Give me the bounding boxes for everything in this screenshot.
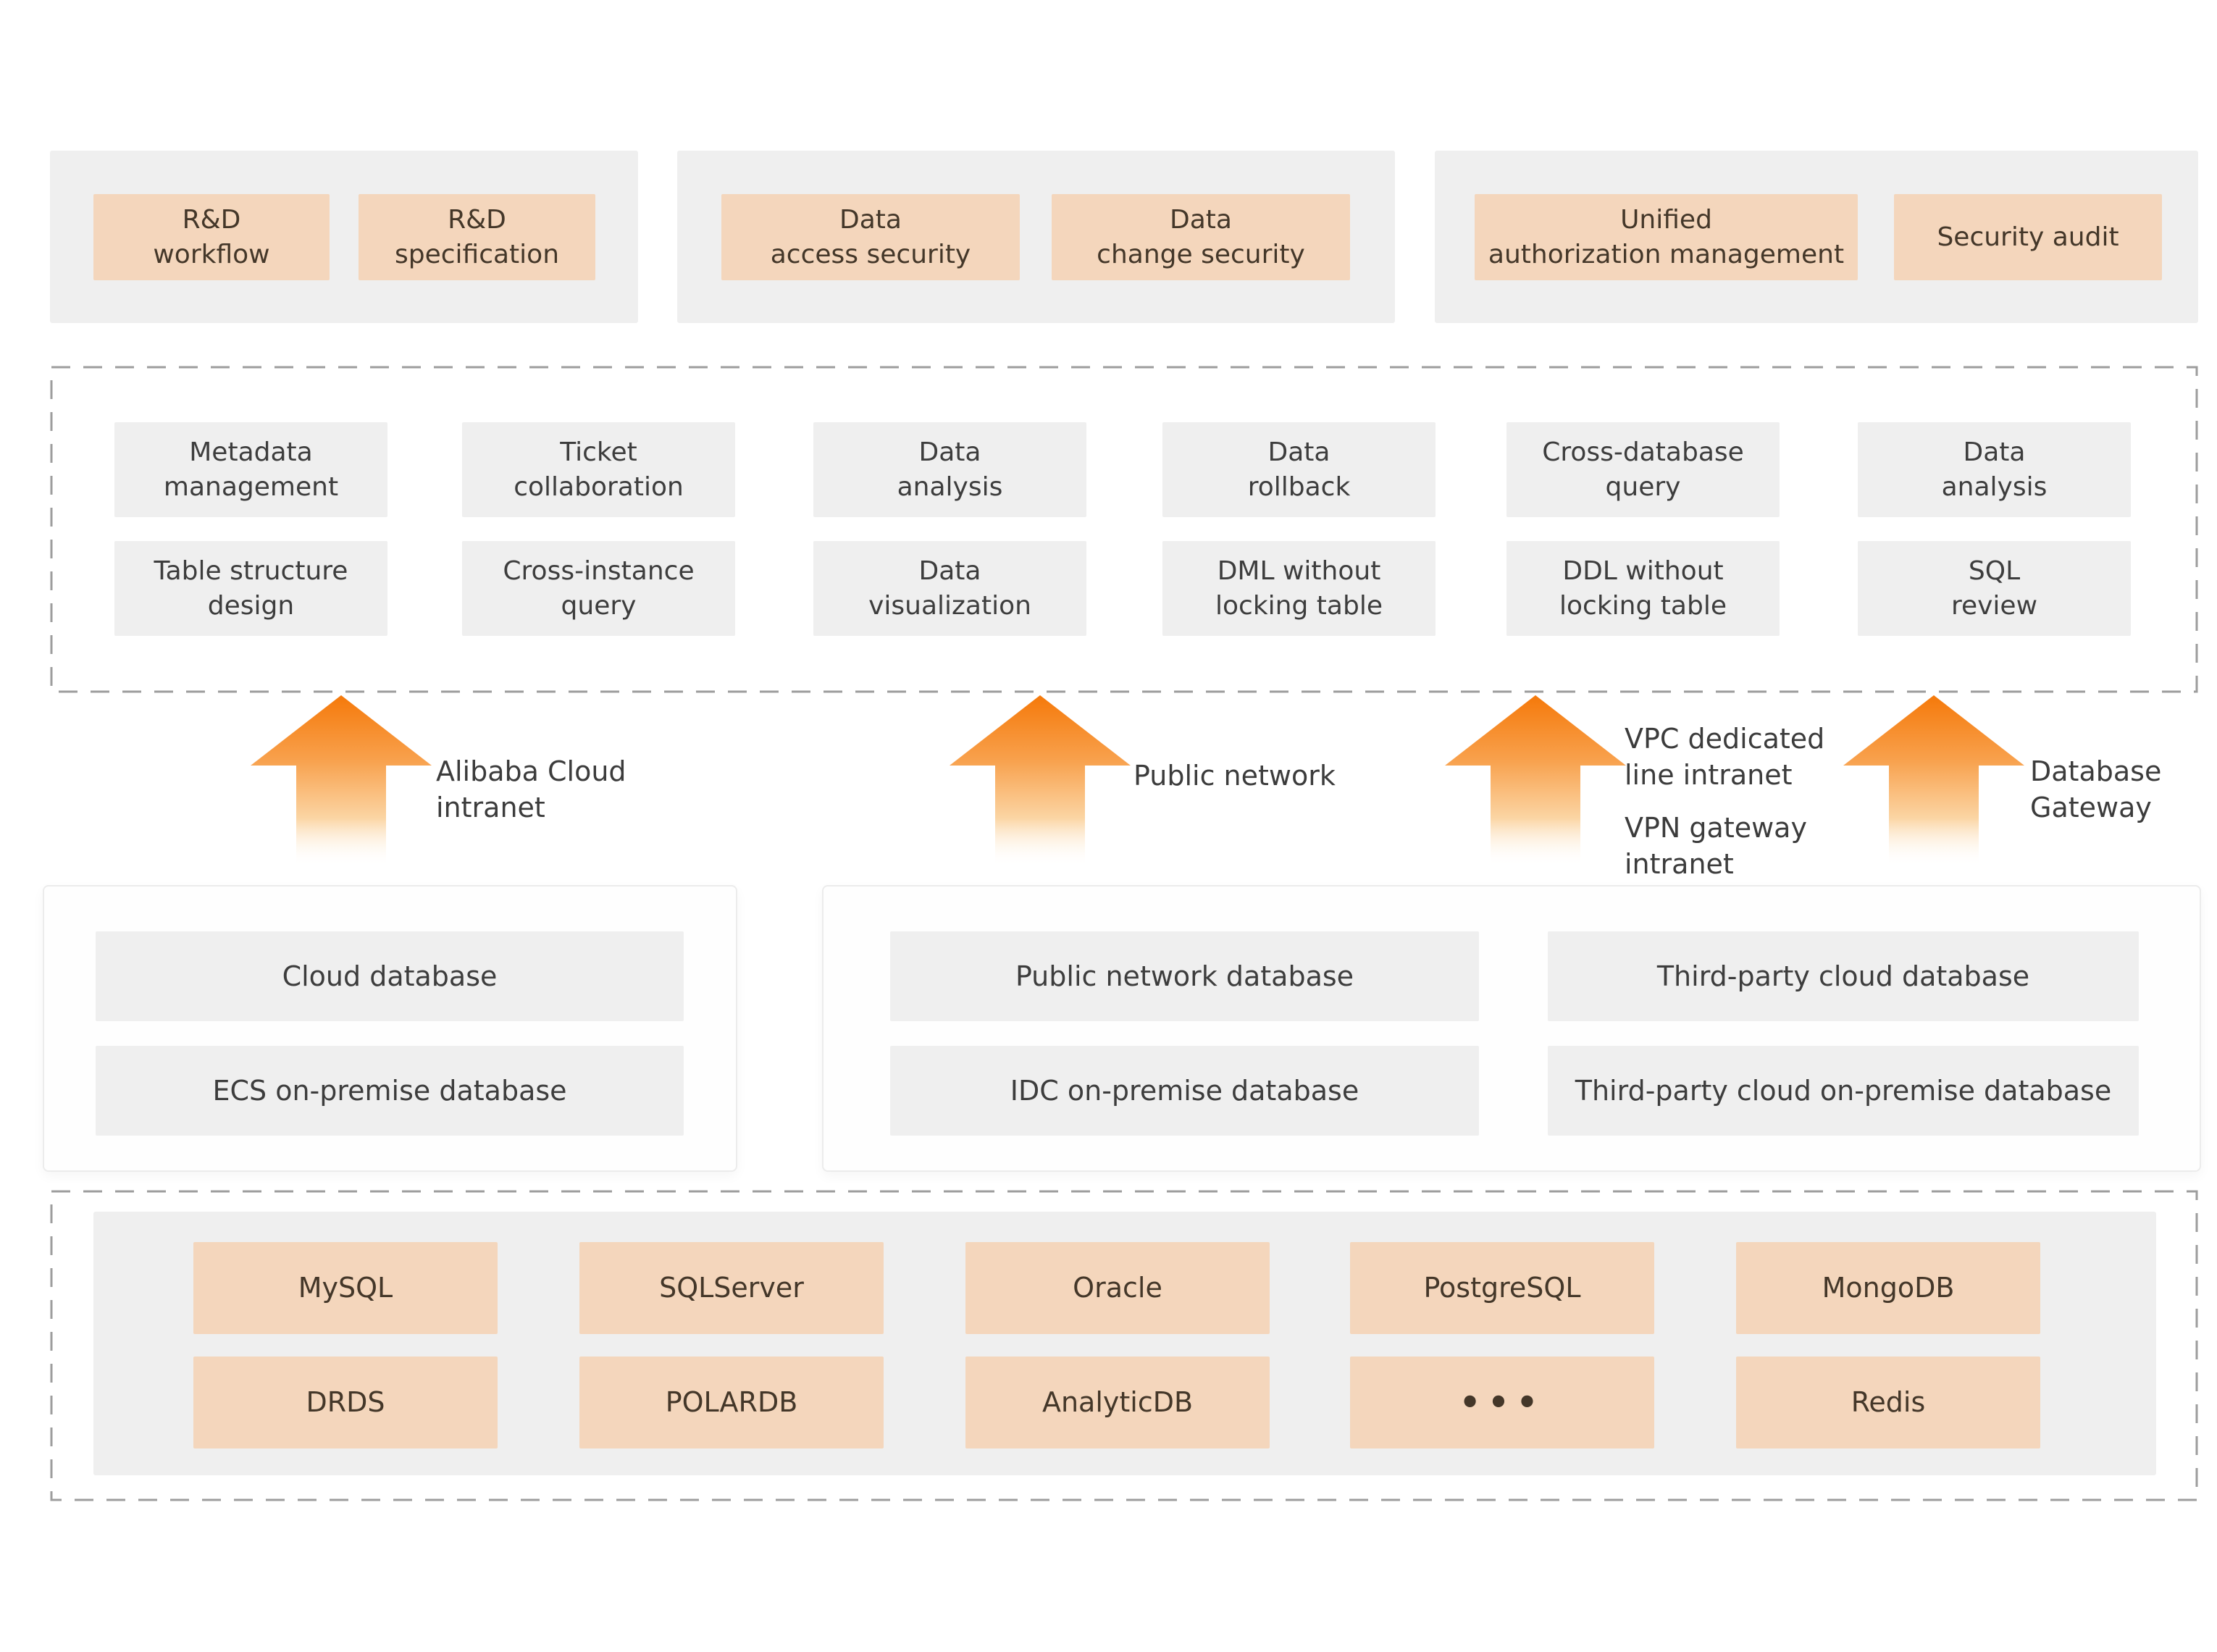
- chip-third-party-cloud-on-premise-database: Third-party cloud on-premise database: [1548, 1046, 2139, 1136]
- chip-table-structure-design: Table structure design: [114, 541, 387, 636]
- chip-metadata-management: Metadata management: [114, 422, 387, 517]
- chip-redis: Redis: [1736, 1357, 2040, 1448]
- sources-box-alibaba-cloud: Cloud database ECS on-premise database: [43, 885, 737, 1172]
- chip-mongodb: MongoDB: [1736, 1242, 2040, 1334]
- chip-data-change-security: Data change security: [1052, 194, 1350, 280]
- chip-cross-instance-query: Cross-instance query: [462, 541, 735, 636]
- label-vpn-gateway-intranet: VPN gateway intranet: [1625, 812, 1807, 880]
- chip-dml-without-locking-table: DML without locking table: [1162, 541, 1436, 636]
- chip-ticket-collaboration: Ticket collaboration: [462, 422, 735, 517]
- chip-ecs-on-premise-database: ECS on-premise database: [96, 1046, 684, 1136]
- chip-cloud-database: Cloud database: [96, 931, 684, 1021]
- chip-sql-review: SQL review: [1858, 541, 2131, 636]
- panel-data-security: Data access security Data change securit…: [677, 151, 1395, 323]
- chip-unified-authorization-management: Unified authorization management: [1475, 194, 1858, 280]
- panel-rd-governance: R&D workflow R&D specification: [50, 151, 638, 323]
- chip-postgresql: PostgreSQL: [1350, 1242, 1654, 1334]
- panel-authorization-audit: Unified authorization management Securit…: [1435, 151, 2198, 323]
- up-arrow-icon: [251, 695, 432, 866]
- up-arrow-icon: [1445, 695, 1626, 866]
- label-public-network: Public network: [1133, 760, 1336, 792]
- chip-more-engines-ellipsis: •••: [1350, 1357, 1654, 1448]
- label-vpc-dedicated-line-intranet: VPC dedicated line intranet: [1625, 723, 1825, 791]
- chip-data-visualization: Data visualization: [813, 541, 1086, 636]
- chip-rd-workflow: R&D workflow: [93, 194, 330, 280]
- chip-security-audit: Security audit: [1894, 194, 2162, 280]
- chip-public-network-database: Public network database: [890, 931, 1479, 1021]
- label-database-gateway: Database Gateway: [2030, 755, 2162, 823]
- chip-mysql: MySQL: [193, 1242, 498, 1334]
- chip-data-rollback: Data rollback: [1162, 422, 1436, 517]
- chip-idc-on-premise-database: IDC on-premise database: [890, 1046, 1479, 1136]
- chip-oracle: Oracle: [965, 1242, 1270, 1334]
- chip-drds: DRDS: [193, 1357, 498, 1448]
- chip-analyticdb: AnalyticDB: [965, 1357, 1270, 1448]
- dashed-border: [50, 1190, 2198, 1501]
- database-engines-section: MySQL SQLServer Oracle PostgreSQL MongoD…: [50, 1190, 2198, 1501]
- chip-polardb: POLARDB: [579, 1357, 884, 1448]
- dashed-border: [50, 366, 2198, 693]
- chip-sqlserver: SQLServer: [579, 1242, 884, 1334]
- chip-data-analysis-1: Data analysis: [813, 422, 1086, 517]
- chip-third-party-cloud-database: Third-party cloud database: [1548, 931, 2139, 1021]
- chip-data-access-security: Data access security: [721, 194, 1020, 280]
- up-arrow-icon: [950, 695, 1131, 866]
- sources-box-external: Public network database Third-party clou…: [822, 885, 2201, 1172]
- label-alibaba-cloud-intranet: Alibaba Cloud intranet: [436, 755, 626, 823]
- engines-container: MySQL SQLServer Oracle PostgreSQL MongoD…: [93, 1212, 2156, 1475]
- chip-rd-specification: R&D specification: [359, 194, 595, 280]
- chip-ddl-without-locking-table: DDL without locking table: [1506, 541, 1780, 636]
- chip-data-analysis-2: Data analysis: [1858, 422, 2131, 517]
- chip-cross-database-query: Cross-database query: [1506, 422, 1780, 517]
- up-arrow-icon: [1843, 695, 2024, 866]
- capabilities-section: Metadata management Table structure desi…: [50, 366, 2198, 693]
